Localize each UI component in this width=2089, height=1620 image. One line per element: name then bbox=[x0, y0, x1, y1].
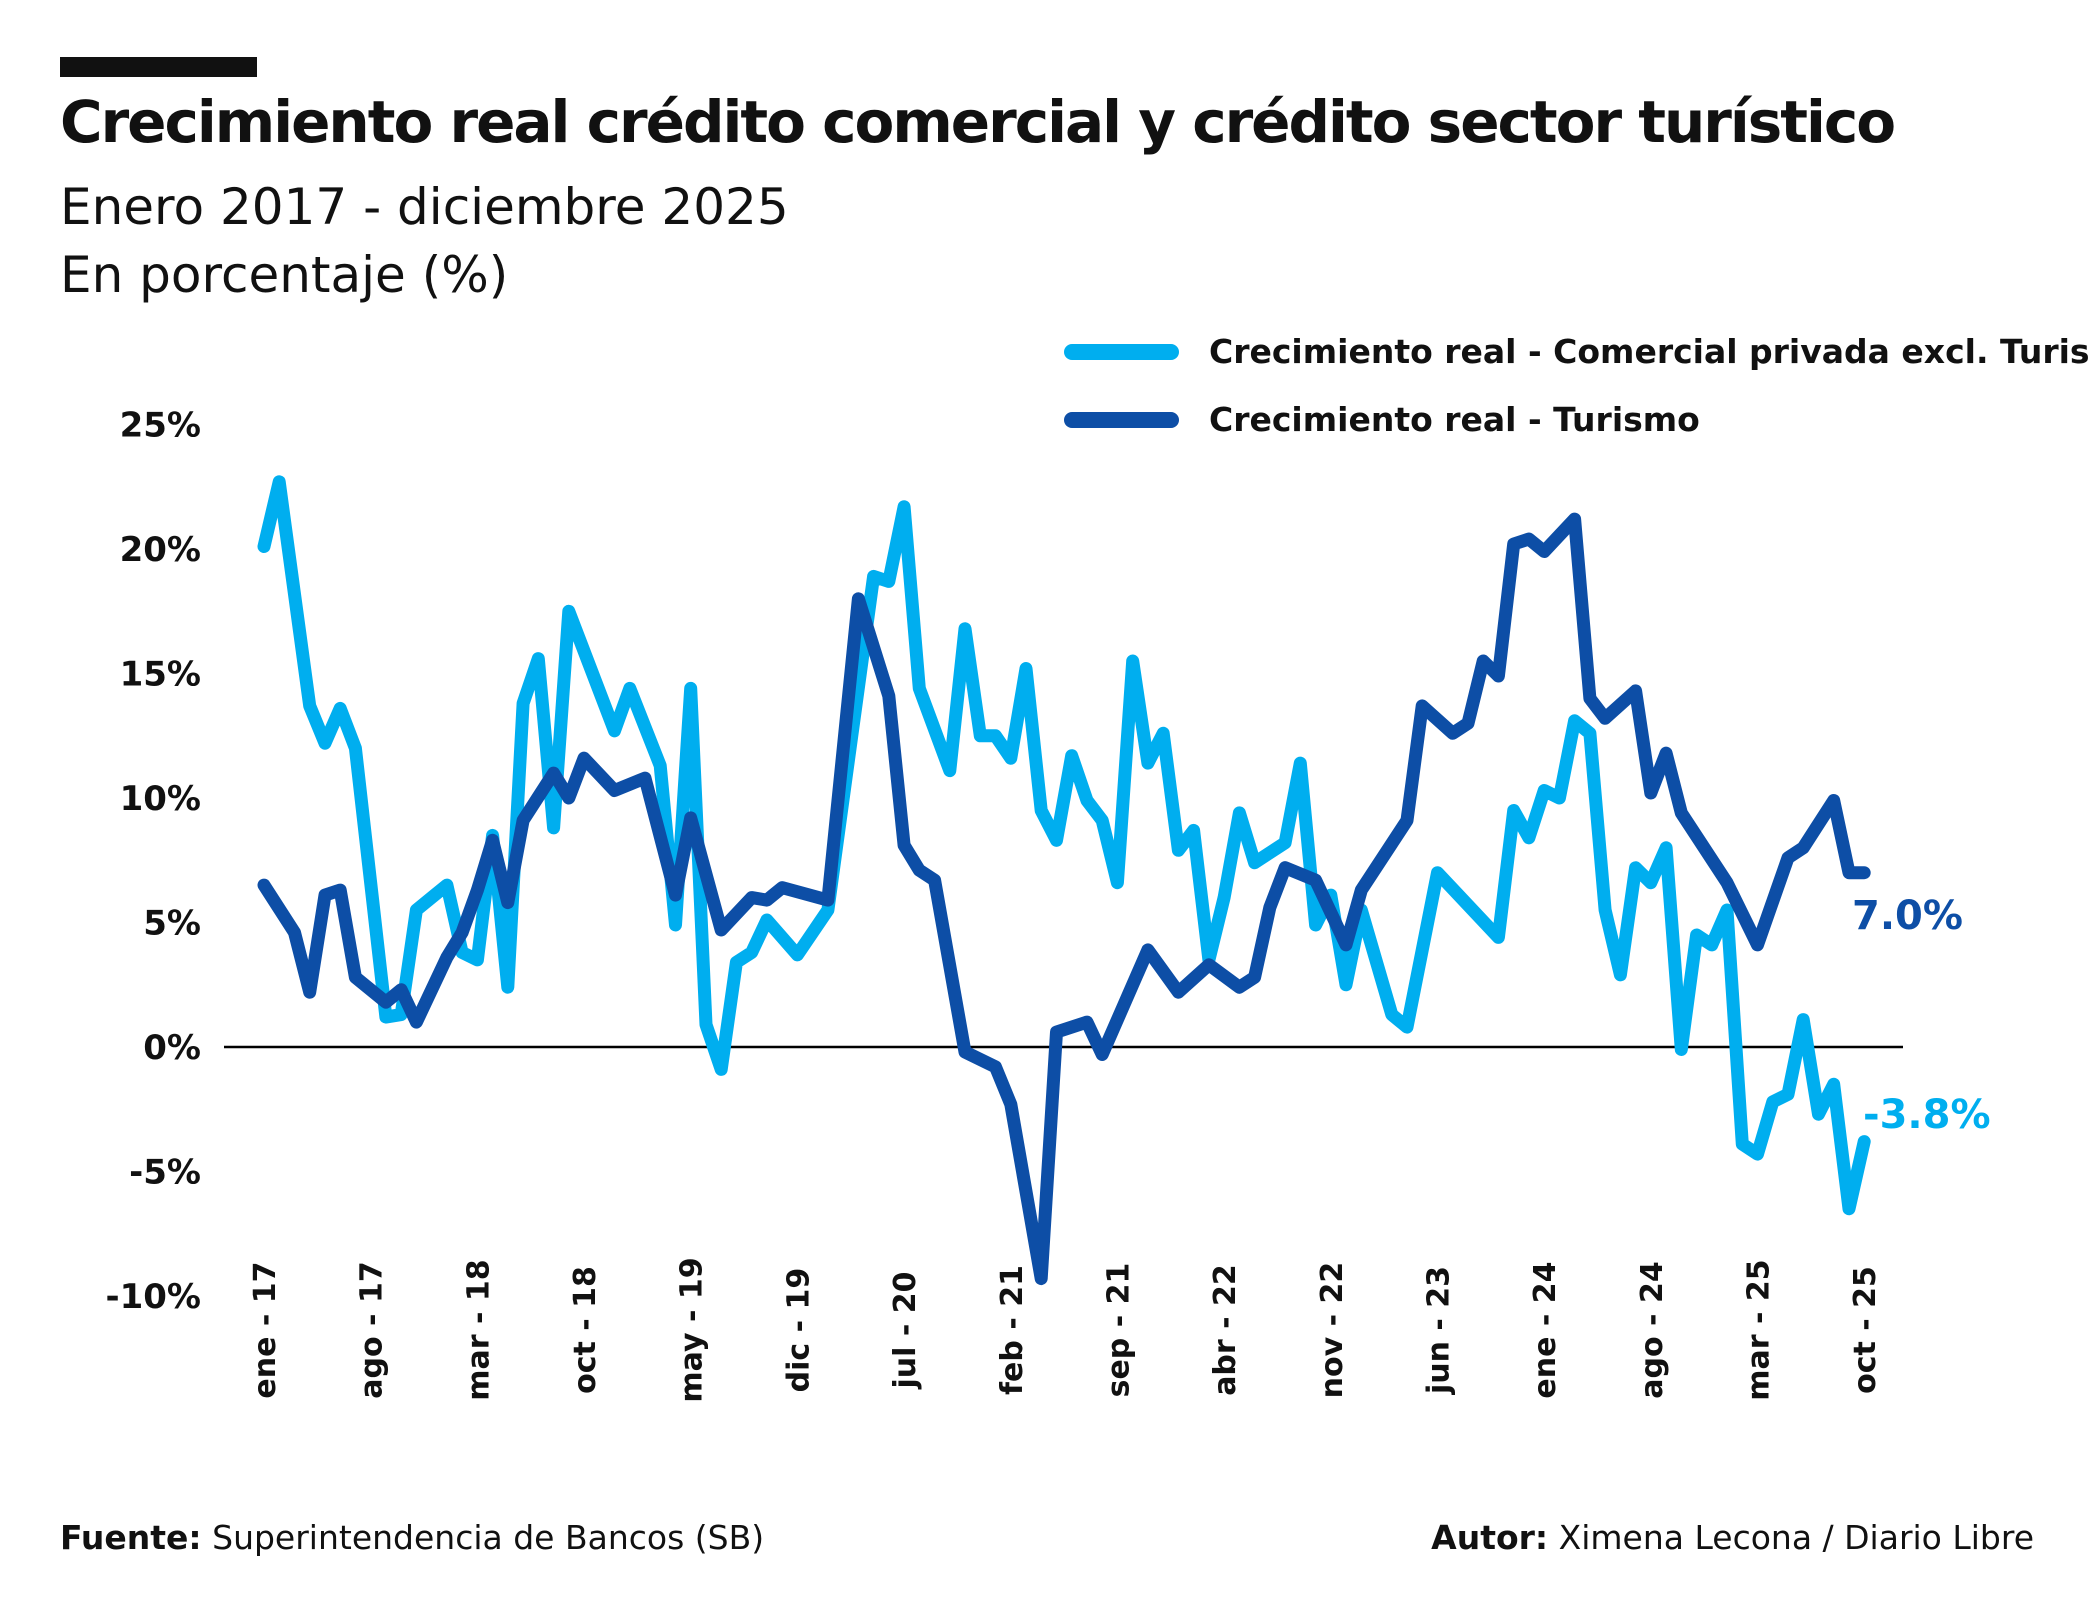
y-tick-label: 10% bbox=[120, 779, 201, 819]
title-accent-bar bbox=[60, 57, 257, 77]
source-text: Superintendencia de Bancos (SB) bbox=[212, 1518, 765, 1557]
series-line-turismo bbox=[257, 512, 1871, 1286]
legend-swatch-turismo bbox=[1064, 411, 1179, 428]
x-tick-label: feb - 21 bbox=[995, 1265, 1030, 1395]
y-tick-label: 25% bbox=[120, 406, 201, 446]
x-tick-label: mar - 25 bbox=[1742, 1259, 1777, 1400]
legend-item-comercial: Crecimiento real - Comercial privada exc… bbox=[1064, 332, 2089, 371]
x-tick-label: abr - 22 bbox=[1208, 1264, 1243, 1396]
x-tick-label: ago - 17 bbox=[355, 1261, 390, 1398]
author-label: Autor: bbox=[1431, 1518, 1549, 1557]
x-tick-label: ago - 24 bbox=[1635, 1261, 1670, 1398]
x-tick-label: dic - 19 bbox=[781, 1268, 816, 1393]
x-tick-label: ene - 17 bbox=[248, 1261, 283, 1398]
chart-unit: En porcentaje (%) bbox=[60, 246, 509, 304]
legend-swatch-comercial bbox=[1064, 343, 1179, 360]
x-tick-label: ene - 24 bbox=[1528, 1261, 1563, 1398]
legend-label-turismo: Crecimiento real - Turismo bbox=[1209, 400, 1700, 439]
end-label-turismo: 7.0% bbox=[1852, 893, 1963, 939]
x-tick-label: jul - 20 bbox=[888, 1271, 923, 1389]
y-tick-label: -5% bbox=[129, 1153, 201, 1193]
x-tick-label: oct - 25 bbox=[1848, 1266, 1883, 1394]
y-tick-label: -10% bbox=[106, 1277, 202, 1317]
end-label-comercial: -3.8% bbox=[1863, 1092, 1991, 1138]
source-label: Fuente: bbox=[60, 1518, 202, 1557]
x-tick-label: sep - 21 bbox=[1101, 1263, 1136, 1398]
y-tick-label: 0% bbox=[143, 1028, 201, 1068]
legend-item-turismo: Crecimiento real - Turismo bbox=[1064, 400, 1700, 439]
y-tick-label: 20% bbox=[120, 530, 201, 570]
x-tick-label: oct - 18 bbox=[568, 1266, 603, 1394]
x-tick-label: nov - 22 bbox=[1315, 1262, 1350, 1399]
x-tick-label: jun - 23 bbox=[1421, 1266, 1456, 1395]
legend-label-comercial: Crecimiento real - Comercial privada exc… bbox=[1209, 332, 2089, 371]
x-tick-label: mar - 18 bbox=[461, 1259, 496, 1400]
y-tick-label: 5% bbox=[143, 904, 201, 944]
chart-subtitle: Enero 2017 - diciembre 2025 bbox=[60, 178, 789, 236]
author-text: Ximena Lecona / Diario Libre bbox=[1558, 1518, 2034, 1557]
chart-title: Crecimiento real crédito comercial y cré… bbox=[60, 88, 1896, 156]
source-note: Fuente: Superintendencia de Bancos (SB) bbox=[60, 1518, 764, 1557]
x-tick-label: may - 19 bbox=[675, 1257, 710, 1402]
series-line-comercial bbox=[257, 475, 1871, 1216]
y-tick-label: 15% bbox=[120, 655, 201, 695]
author-note: Autor: Ximena Lecona / Diario Libre bbox=[1431, 1518, 2034, 1557]
